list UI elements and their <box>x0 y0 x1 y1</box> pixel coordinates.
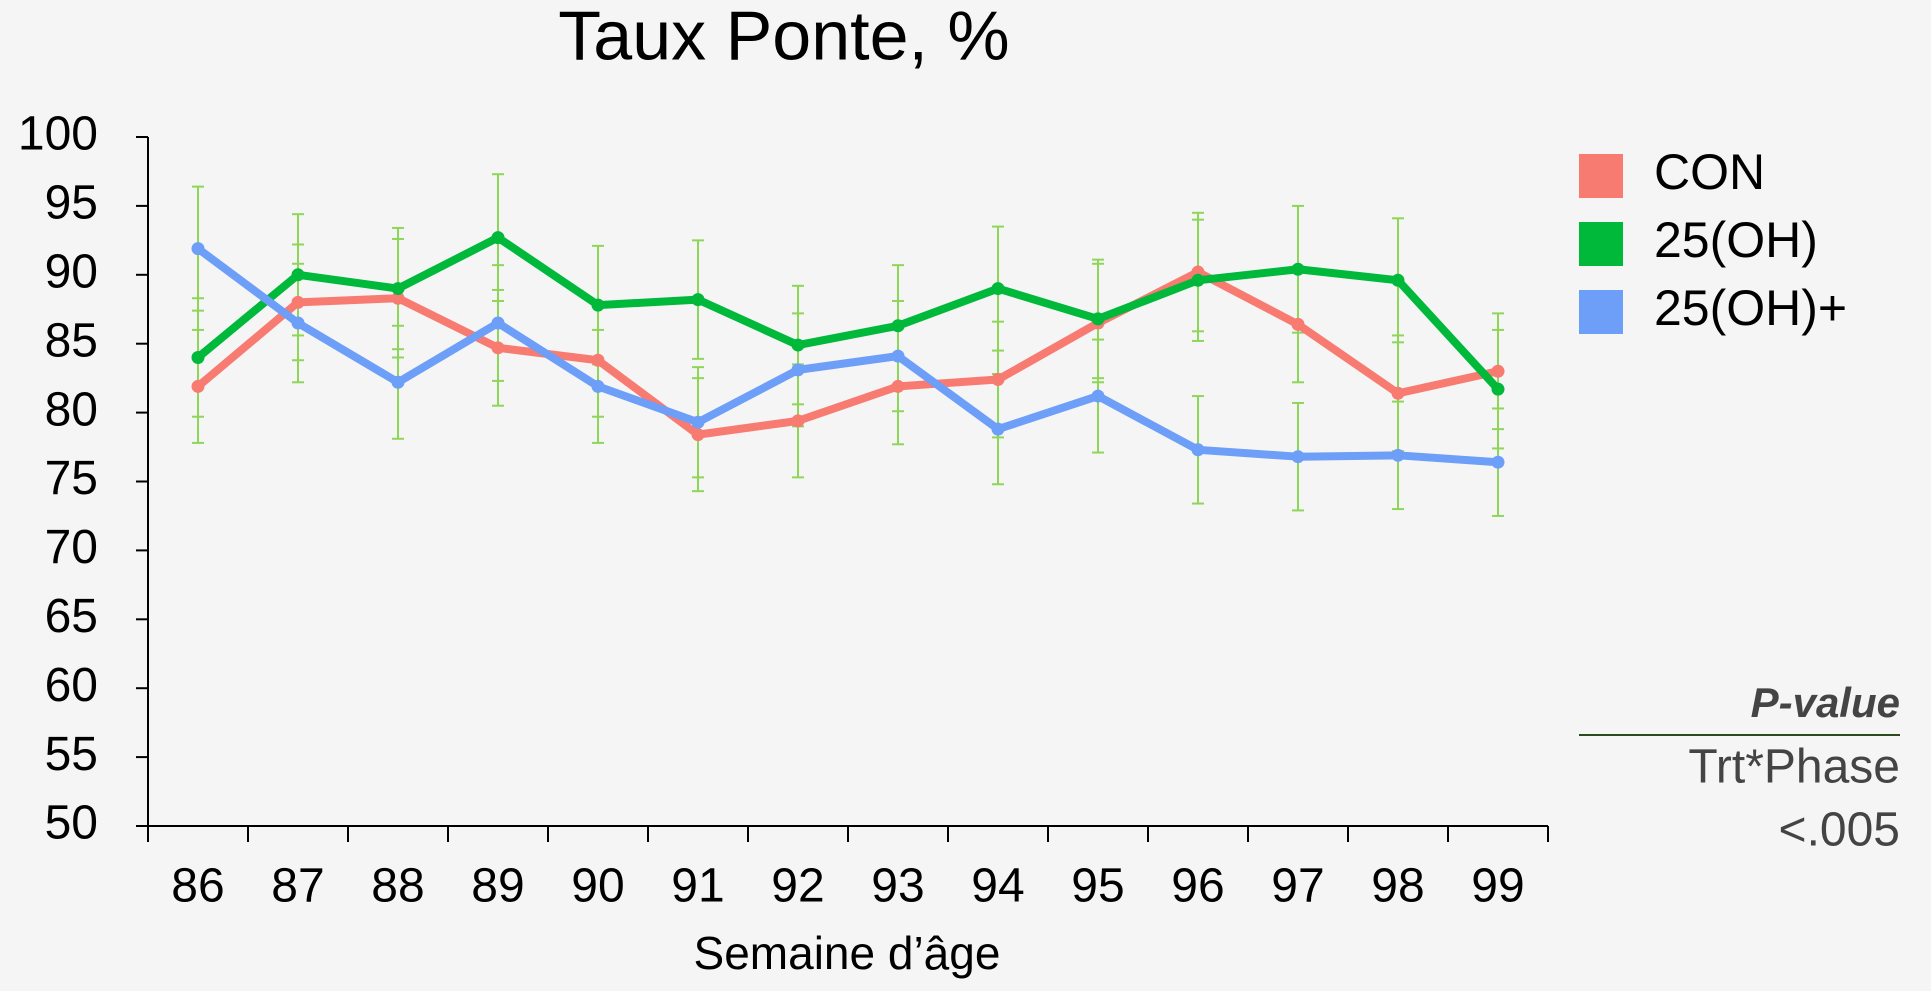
x-axis-label: Semaine d’âge <box>694 927 1001 979</box>
point <box>691 428 705 442</box>
point <box>891 319 905 333</box>
x-tick-label: 90 <box>571 860 624 913</box>
series-line <box>195 245 1499 467</box>
x-tick-label: 93 <box>871 860 924 913</box>
point <box>1491 364 1505 378</box>
y-tick-label: 80 <box>45 383 98 436</box>
legend-label: CON <box>1654 144 1765 200</box>
x-tick-label: 99 <box>1471 860 1524 913</box>
point <box>1291 450 1305 464</box>
point <box>391 291 405 305</box>
point <box>791 363 805 377</box>
point <box>991 373 1005 387</box>
legend-swatch <box>1579 290 1623 334</box>
legend-swatch <box>1579 222 1623 266</box>
x-tick-label: 91 <box>671 860 724 913</box>
point <box>891 379 905 393</box>
annotation-title: P-value <box>1751 679 1900 726</box>
legend-label: 25(OH)+ <box>1654 280 1847 336</box>
legend-swatch <box>1579 154 1623 198</box>
x-tick-label: 88 <box>371 860 424 913</box>
point <box>991 282 1005 296</box>
point <box>291 316 305 330</box>
point <box>591 379 605 393</box>
y-tick-label: 70 <box>45 521 98 574</box>
point <box>1191 273 1205 287</box>
point <box>1491 455 1505 469</box>
x-tick-label: 87 <box>271 860 324 913</box>
x-tick-label: 89 <box>471 860 524 913</box>
point <box>491 341 505 355</box>
point <box>791 338 805 352</box>
point <box>191 242 205 256</box>
x-tick-label: 86 <box>171 860 224 913</box>
x-tick-label: 94 <box>971 860 1024 913</box>
point <box>191 379 205 393</box>
point <box>691 293 705 307</box>
annotation-label: Trt*Phase <box>1688 741 1900 794</box>
point <box>191 350 205 364</box>
y-tick-label: 75 <box>45 452 98 505</box>
point <box>1491 382 1505 396</box>
point <box>291 295 305 309</box>
point <box>1091 312 1105 326</box>
annotation-value: <.005 <box>1779 804 1900 857</box>
x-tick-label: 98 <box>1371 860 1424 913</box>
point <box>591 298 605 312</box>
point <box>1391 448 1405 462</box>
y-tick-label: 90 <box>45 245 98 298</box>
x-tick-label: 92 <box>771 860 824 913</box>
x-tick-label: 95 <box>1071 860 1124 913</box>
point <box>791 414 805 428</box>
point <box>691 415 705 429</box>
point <box>491 316 505 330</box>
chart-title: Taux Ponte, % <box>558 0 1009 74</box>
point <box>1291 262 1305 276</box>
y-tick-label: 95 <box>45 177 98 230</box>
y-tick-label: 85 <box>45 314 98 367</box>
point <box>491 231 505 245</box>
y-tick-label: 50 <box>45 797 98 850</box>
legend-label: 25(OH) <box>1654 212 1818 268</box>
x-tick-label: 97 <box>1271 860 1324 913</box>
point <box>391 375 405 389</box>
x-tick-label: 96 <box>1171 860 1224 913</box>
point <box>291 268 305 282</box>
point <box>591 353 605 367</box>
point <box>391 282 405 296</box>
point <box>1191 443 1205 457</box>
point <box>1091 389 1105 403</box>
point <box>991 422 1005 436</box>
y-tick-label: 65 <box>45 590 98 643</box>
point <box>1291 317 1305 331</box>
point <box>891 349 905 363</box>
series-line <box>195 268 1499 439</box>
y-tick-label: 60 <box>45 659 98 712</box>
y-tick-label: 55 <box>45 728 98 781</box>
y-tick-label: 100 <box>18 108 98 161</box>
point <box>1391 273 1405 287</box>
series-line <box>195 233 1501 392</box>
point <box>1391 386 1405 400</box>
